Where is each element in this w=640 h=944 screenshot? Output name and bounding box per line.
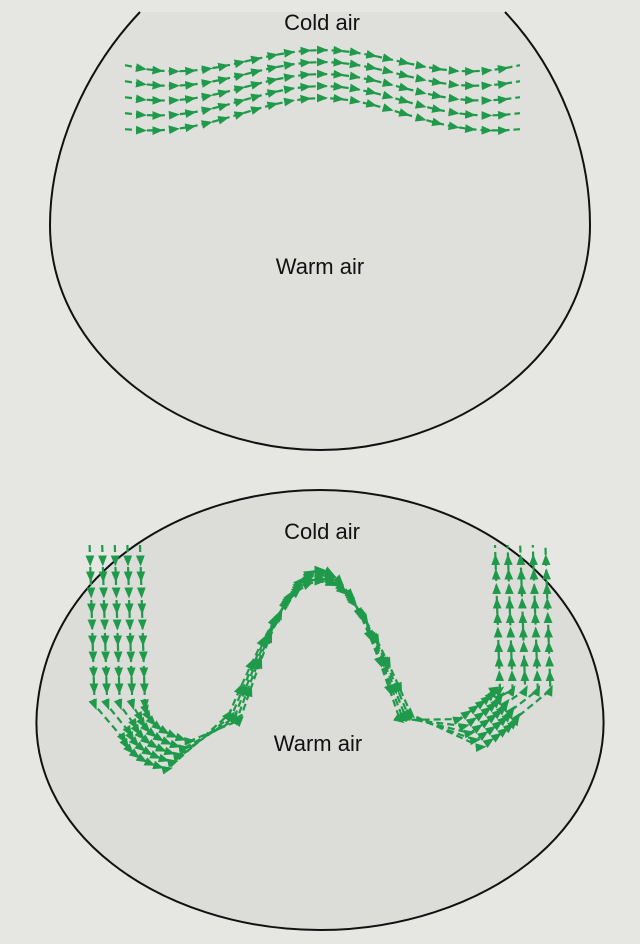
hemisphere [48,11,592,452]
jet-stream [124,45,521,135]
flow-line [124,93,521,135]
label: Warm air [274,731,362,756]
flow-line [85,544,555,775]
label: Cold air [284,10,360,35]
jet-stream [85,544,555,775]
label: Cold air [284,519,360,544]
label: Warm air [276,254,364,279]
hemisphere [35,488,605,932]
